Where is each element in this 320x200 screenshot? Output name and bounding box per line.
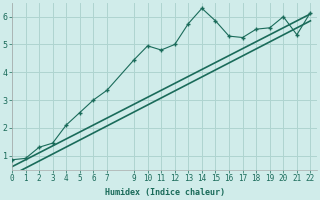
X-axis label: Humidex (Indice chaleur): Humidex (Indice chaleur) <box>105 188 225 197</box>
